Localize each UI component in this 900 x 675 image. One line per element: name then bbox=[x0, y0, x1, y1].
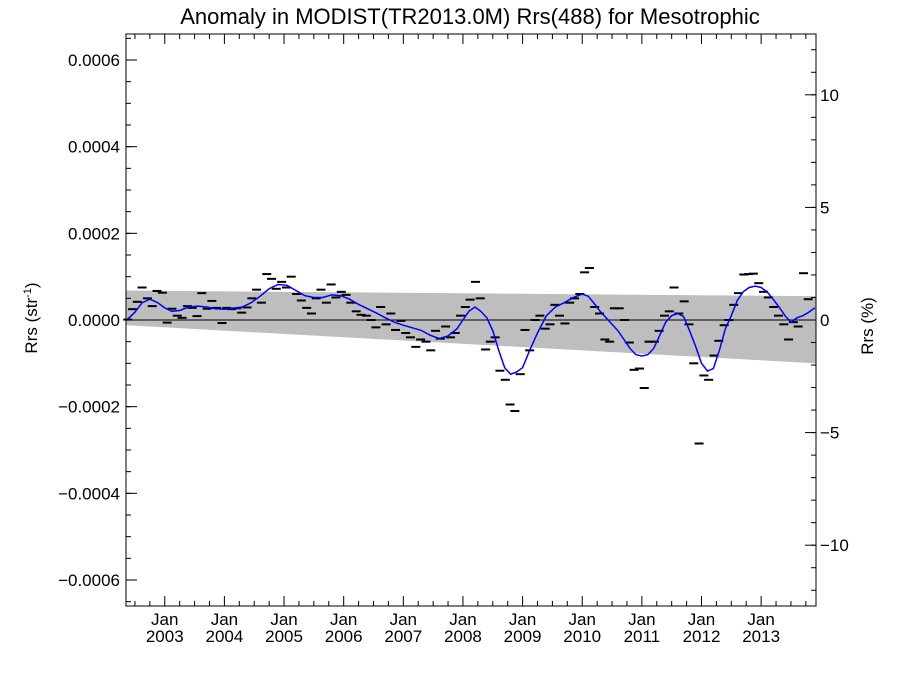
x-tick-label-month: Jan bbox=[390, 610, 417, 629]
y-tick-label: 0.0000 bbox=[68, 311, 120, 330]
x-tick-label-year: 2006 bbox=[325, 627, 363, 646]
x-tick-label-month: Jan bbox=[509, 610, 536, 629]
y-axis-left: 0.0006 0.0004 0.0002 0.0000 −0.0002 −0.0004 −0… bbox=[58, 37, 137, 603]
x-tick-label-month: Jan bbox=[330, 610, 357, 629]
smoothed-series-line bbox=[127, 283, 816, 376]
y-axis-right-label: Rrs (%) bbox=[858, 297, 877, 355]
data-points bbox=[123, 267, 813, 445]
y-tick-label: 0.0006 bbox=[68, 51, 120, 70]
x-tick-label-month: Jan bbox=[151, 610, 178, 629]
y-tick-label: −0.0004 bbox=[58, 484, 120, 503]
y-tick-label: −0.0002 bbox=[58, 398, 120, 417]
x-tick-label-year: 2011 bbox=[624, 627, 661, 646]
x-tick-label-month: Jan bbox=[747, 610, 774, 629]
x-tick-label-month: Jan bbox=[688, 610, 715, 629]
y-axis-left-label: Rrs (str-1) bbox=[22, 282, 41, 353]
y-right-tick-label: 5 bbox=[820, 198, 829, 217]
x-axis: Jan2003Jan2004Jan2005Jan2006Jan2007Jan20… bbox=[134, 34, 807, 646]
x-tick-label-year: 2012 bbox=[683, 627, 721, 646]
x-tick-label-month: Jan bbox=[270, 610, 297, 629]
x-tick-label-year: 2010 bbox=[563, 627, 601, 646]
y-right-tick-label: −10 bbox=[820, 536, 849, 555]
smoothed-line bbox=[127, 283, 816, 376]
y-right-tick-label: 10 bbox=[820, 86, 839, 105]
y-tick-label: 0.0002 bbox=[68, 224, 120, 243]
x-tick-label-month: Jan bbox=[569, 610, 596, 629]
x-tick-label-month: Jan bbox=[449, 610, 476, 629]
x-tick-label-year: 2013 bbox=[742, 627, 780, 646]
x-tick-label-year: 2008 bbox=[444, 627, 482, 646]
x-tick-label-year: 2003 bbox=[146, 627, 184, 646]
x-tick-label-month: Jan bbox=[628, 610, 655, 629]
x-tick-label-year: 2005 bbox=[265, 627, 303, 646]
confidence-band bbox=[126, 290, 816, 364]
x-tick-label-month: Jan bbox=[211, 610, 238, 629]
y-tick-label: 0.0004 bbox=[68, 138, 120, 157]
y-axis-right: 10 5 0 −5 −10 bbox=[805, 49, 849, 591]
chart-title: Anomaly in MODIST(TR2013.0M) Rrs(488) fo… bbox=[180, 4, 760, 29]
band-area bbox=[126, 290, 816, 364]
y-right-tick-label: 0 bbox=[820, 311, 829, 330]
x-tick-label-year: 2004 bbox=[205, 627, 243, 646]
y-tick-label: −0.0006 bbox=[58, 571, 120, 590]
x-tick-label-year: 2007 bbox=[384, 627, 422, 646]
x-tick-label-year: 2009 bbox=[504, 627, 542, 646]
y-right-tick-label: −5 bbox=[820, 424, 839, 443]
